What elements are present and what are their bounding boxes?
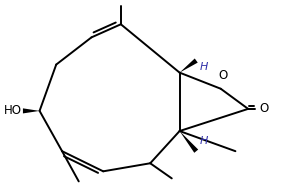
Polygon shape (180, 58, 198, 73)
Text: O: O (259, 102, 268, 115)
Text: H: H (200, 62, 208, 72)
Polygon shape (180, 131, 198, 153)
Polygon shape (23, 108, 39, 113)
Text: HO: HO (3, 104, 22, 117)
Text: O: O (218, 70, 227, 83)
Text: H: H (200, 136, 208, 146)
